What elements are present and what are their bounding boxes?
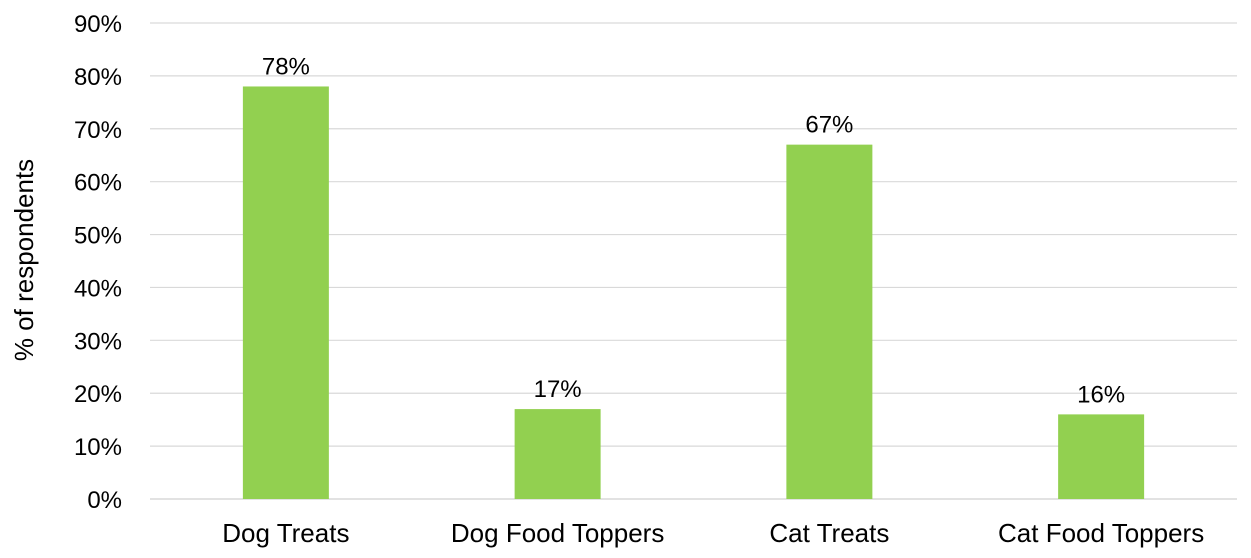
y-tick-label: 60% bbox=[74, 170, 122, 197]
data-label: 16% bbox=[1077, 381, 1125, 408]
x-tick-label: Cat Food Toppers bbox=[998, 518, 1204, 548]
bar bbox=[786, 144, 873, 499]
x-tick-label: Dog Food Toppers bbox=[451, 518, 664, 548]
y-tick-label: 70% bbox=[74, 117, 122, 144]
y-tick-label: 50% bbox=[74, 223, 122, 250]
data-label: 17% bbox=[534, 376, 582, 403]
y-tick-label: 20% bbox=[74, 381, 122, 408]
y-axis-title: % of respondents bbox=[9, 159, 39, 361]
y-tick-label: 10% bbox=[74, 434, 122, 461]
data-label: 78% bbox=[262, 53, 310, 80]
bars bbox=[242, 86, 1145, 499]
y-tick-label: 90% bbox=[74, 11, 122, 38]
y-tick-label: 40% bbox=[74, 275, 122, 302]
x-tick-label: Dog Treats bbox=[222, 518, 349, 548]
bar bbox=[1058, 414, 1145, 499]
y-tick-label: 30% bbox=[74, 328, 122, 355]
bar bbox=[242, 86, 329, 499]
x-axis-tick-labels: Dog Treats Dog Food Toppers Cat Treats Cat … bbox=[222, 518, 1204, 548]
bar bbox=[514, 409, 601, 499]
data-label: 67% bbox=[805, 112, 853, 139]
y-tick-label: 0% bbox=[87, 487, 122, 514]
y-tick-label: 80% bbox=[74, 64, 122, 91]
gridlines bbox=[150, 22, 1237, 500]
y-axis-tick-labels: 0% 10% 20% 30% 40% 50% 60% 70% 80% 90% bbox=[74, 11, 122, 514]
data-labels: 78% 17% 67% 16% bbox=[262, 53, 1125, 408]
x-tick-label: Cat Treats bbox=[769, 518, 889, 548]
